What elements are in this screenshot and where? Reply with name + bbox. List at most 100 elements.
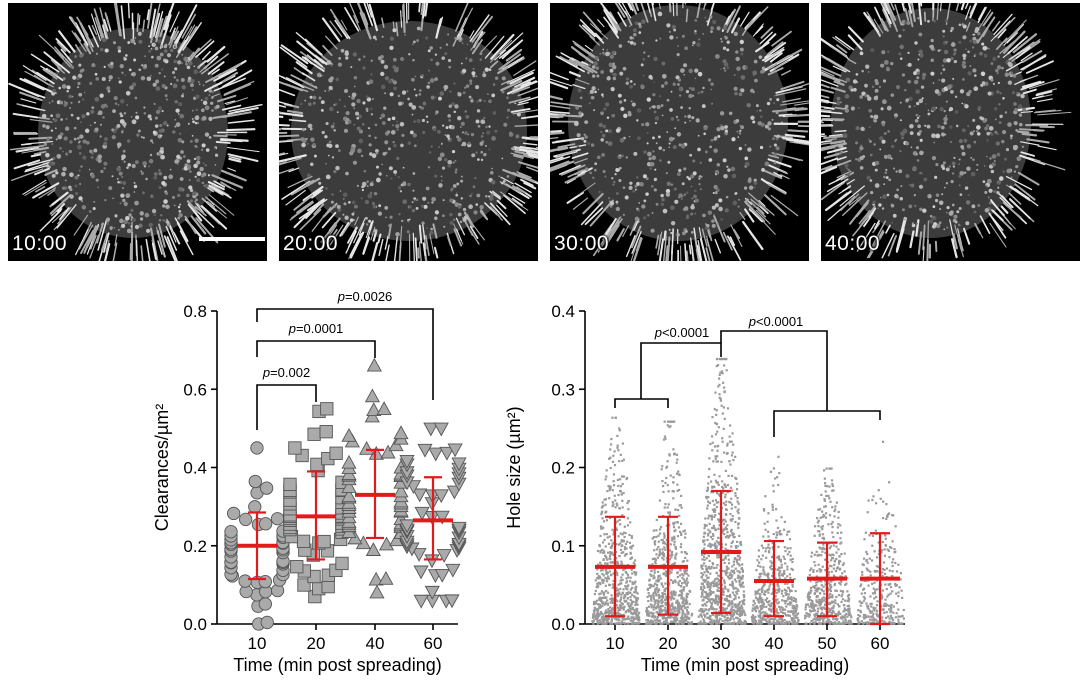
actin-punctum (51, 173, 56, 178)
data-point (626, 524, 630, 527)
actin-punctum (163, 199, 168, 204)
data-point (630, 547, 633, 550)
actin-punctum (62, 77, 66, 81)
data-point (664, 574, 667, 577)
filopodium (20, 98, 37, 104)
data-point (600, 612, 604, 615)
actin-punctum (139, 217, 144, 221)
data-point (616, 573, 619, 577)
actin-punctum (112, 109, 116, 113)
data-point (654, 589, 657, 592)
filopodium (97, 219, 108, 251)
data-point (637, 622, 640, 625)
data-point (658, 554, 661, 557)
data-point (238, 574, 252, 588)
actin-punctum (48, 101, 51, 104)
actin-punctum (64, 179, 67, 182)
data-point (625, 572, 628, 575)
actin-punctum (207, 174, 211, 177)
data-point (674, 556, 677, 559)
data-point (662, 484, 665, 488)
actin-punctum (195, 198, 198, 202)
actin-punctum (181, 62, 184, 65)
data-point (618, 460, 621, 463)
data-point (670, 594, 674, 598)
y-tick-label: 0.1 (551, 537, 575, 556)
data-point (734, 494, 737, 497)
data-point (610, 539, 613, 542)
actin-punctum (81, 205, 87, 210)
actin-punctum (111, 135, 116, 140)
data-point (647, 613, 650, 616)
actin-punctum (125, 90, 131, 96)
data-point (621, 442, 625, 445)
filopodium (199, 62, 212, 73)
data-point (622, 475, 626, 478)
data-point (664, 503, 667, 506)
data-point (625, 609, 628, 613)
actin-punctum (133, 42, 136, 45)
data-point (678, 514, 681, 517)
actin-punctum (164, 49, 168, 53)
data-point (224, 525, 238, 539)
actin-punctum (93, 121, 96, 124)
actin-punctum (177, 113, 180, 115)
filopodium (216, 94, 237, 103)
data-point (659, 599, 662, 602)
data-point (686, 577, 689, 580)
actin-punctum (125, 215, 130, 221)
filopodium (22, 179, 47, 195)
actin-punctum (153, 175, 158, 180)
actin-punctum (79, 121, 82, 124)
filopodium (212, 113, 234, 120)
actin-punctum (77, 144, 82, 150)
data-point (248, 474, 262, 489)
actin-punctum (103, 65, 106, 68)
data-point (596, 582, 599, 585)
actin-punctum (165, 98, 169, 101)
data-point (599, 534, 602, 538)
data-point (600, 590, 604, 593)
actin-punctum (192, 96, 197, 100)
data-point (711, 416, 714, 419)
data-point (662, 490, 665, 494)
data-point (686, 559, 689, 562)
data-point (652, 612, 655, 615)
filopodium (127, 3, 130, 19)
actin-punctum (208, 136, 212, 139)
filopodium (25, 161, 51, 172)
filopodium (71, 30, 87, 52)
data-point (319, 425, 333, 439)
data-point (626, 517, 630, 520)
data-point (677, 488, 681, 492)
actin-punctum (71, 66, 75, 69)
filopodium (169, 11, 180, 33)
actin-punctum (126, 166, 129, 169)
data-point (659, 622, 662, 625)
data-point (684, 532, 687, 535)
actin-punctum (191, 88, 194, 92)
data-point (669, 596, 672, 599)
data-point (623, 600, 627, 603)
actin-punctum (81, 98, 85, 101)
filopodium (153, 3, 161, 28)
actin-punctum (89, 149, 93, 154)
data-point (650, 620, 653, 623)
filopodium (22, 104, 46, 112)
data-point (609, 456, 612, 460)
actin-punctum (64, 126, 70, 131)
x-axis-title: Time (min post spreading) (641, 655, 849, 675)
actin-punctum (123, 201, 128, 207)
actin-punctum (122, 149, 126, 153)
actin-texture (8, 3, 263, 261)
actin-punctum (68, 106, 72, 110)
actin-punctum (88, 210, 92, 213)
filopodium (91, 24, 98, 36)
filopodium (215, 140, 231, 144)
data-point (604, 584, 607, 587)
actin-punctum (210, 101, 214, 105)
actin-punctum (162, 219, 166, 222)
micrograph-panel-1: 10:00 (8, 3, 267, 261)
actin-punctum (118, 229, 120, 231)
actin-punctum (59, 132, 64, 136)
